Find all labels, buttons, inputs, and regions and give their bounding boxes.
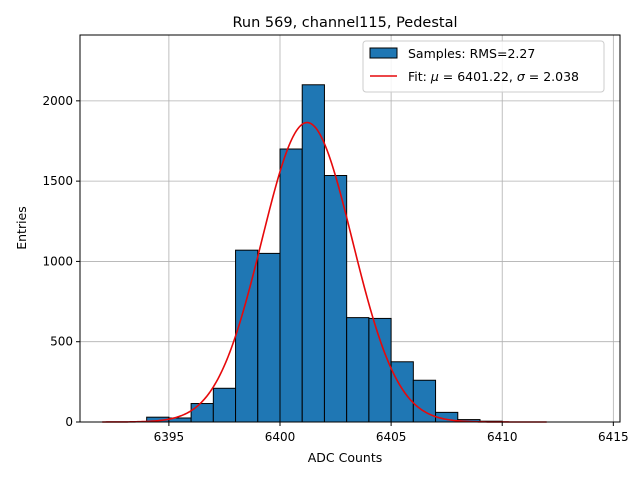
histogram-bar — [346, 317, 370, 423]
histogram-bar — [279, 148, 303, 423]
y-tick-label: 500 — [50, 335, 73, 349]
y-tick-label: 1000 — [42, 254, 73, 268]
y-axis-ticks: 0 500 1000 1500 2000 — [42, 94, 80, 429]
histogram-bar — [323, 175, 348, 423]
legend-label-fit: Fit: μ = 6401.22, σ = 2.038 — [408, 69, 579, 84]
y-tick-label: 2000 — [42, 94, 73, 108]
legend-box — [362, 40, 605, 93]
legend-label-samples: Samples: RMS=2.27 — [408, 46, 535, 61]
legend-swatch-samples — [369, 47, 398, 59]
x-tick-label: 6400 — [265, 430, 296, 444]
histogram-bar — [257, 252, 281, 423]
x-tick-label: 6410 — [487, 430, 518, 444]
x-axis-label: ADC Counts — [308, 450, 383, 465]
y-tick-label: 0 — [65, 415, 73, 429]
y-tick-label: 1500 — [42, 174, 73, 188]
histogram-bar — [235, 249, 259, 423]
y-axis-label: Entries — [14, 206, 29, 250]
plot-frame — [79, 34, 621, 423]
x-axis-ticks: 6395 6400 6405 6410 6415 — [154, 422, 629, 444]
histogram-bar — [390, 361, 414, 423]
histogram-bar — [190, 403, 214, 423]
legend: Samples: RMS=2.27 Fit: μ = 6401.22, σ = … — [362, 40, 605, 93]
x-tick-label: 6415 — [598, 430, 629, 444]
histogram-bar — [368, 317, 392, 423]
histogram-bars — [146, 84, 503, 423]
histogram-bar — [212, 387, 237, 423]
chart-title: Run 569, channel115, Pedestal — [232, 15, 457, 31]
x-tick-label: 6395 — [154, 430, 185, 444]
x-tick-label: 6405 — [376, 430, 407, 444]
